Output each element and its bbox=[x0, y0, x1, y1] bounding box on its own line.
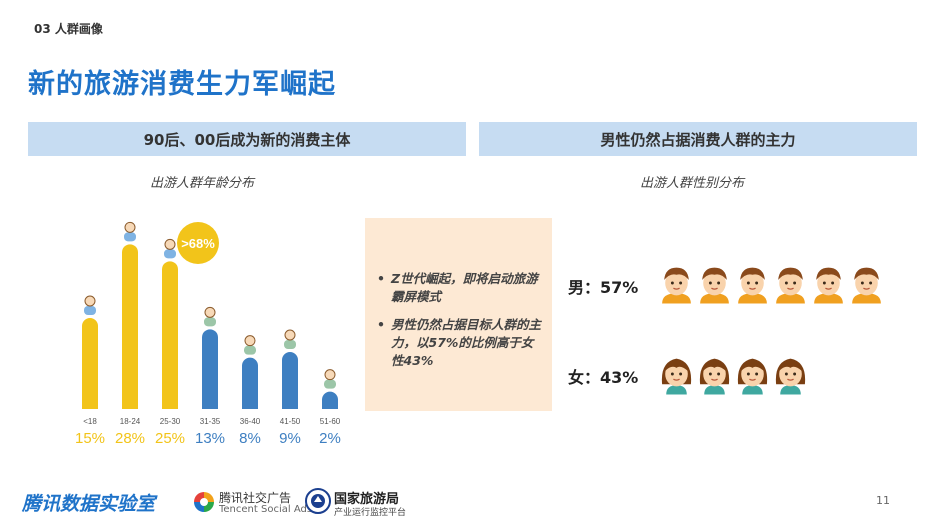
age-tick-label: 18-24 bbox=[120, 417, 141, 426]
callout-point-2: • 男性仍然占据目标人群的主力，以57%的比例高于女性43% bbox=[377, 316, 542, 370]
person-head-icon bbox=[324, 369, 336, 381]
age-tick-label: 51-60 bbox=[320, 417, 341, 426]
cnta-logo-icon bbox=[305, 488, 331, 514]
person-head-icon bbox=[164, 238, 176, 250]
age-bar bbox=[202, 329, 218, 409]
age-bar bbox=[282, 352, 298, 409]
age-tick-label: 25-30 bbox=[160, 417, 181, 426]
male-share-label: 男：57% bbox=[568, 278, 639, 297]
person-body-icon bbox=[164, 249, 176, 259]
age-value-label: 28% bbox=[115, 430, 145, 445]
age-value-label: 8% bbox=[239, 430, 261, 445]
male-person-icon bbox=[700, 267, 729, 304]
female-person-icon bbox=[737, 358, 768, 395]
male-person-icon bbox=[852, 267, 881, 304]
age-value-label: 25% bbox=[155, 430, 185, 445]
age-bar-base bbox=[322, 401, 338, 409]
male-person-icon bbox=[662, 267, 691, 304]
age-tick-label: <18 bbox=[83, 417, 97, 426]
female-person-icon bbox=[661, 358, 692, 395]
person-head-icon bbox=[244, 335, 256, 347]
male-person-icon bbox=[738, 267, 767, 304]
tencent-social-ads-name: 腾讯社交广告 bbox=[219, 491, 292, 505]
age-bar-base bbox=[122, 401, 138, 409]
age-bar-base bbox=[82, 401, 98, 409]
person-body-icon bbox=[204, 317, 216, 327]
age-bar bbox=[122, 244, 138, 409]
age-value-label: 2% bbox=[319, 430, 341, 445]
share-badge bbox=[177, 222, 219, 264]
age-tick-label: 36-40 bbox=[240, 417, 261, 426]
person-head-icon bbox=[204, 306, 216, 318]
age-bar bbox=[82, 318, 98, 409]
age-value-label: 13% bbox=[195, 430, 225, 445]
callout-text-2: 男性仍然占据目标人群的主力，以57%的比例高于女性43% bbox=[391, 317, 542, 368]
person-body-icon bbox=[84, 306, 96, 315]
callout-box: • Z世代崛起，即将启动旅游霸屏模式 • 男性仍然占据目标人群的主力，以57%的… bbox=[365, 218, 552, 411]
age-bar-base bbox=[162, 401, 178, 409]
age-bar-base bbox=[242, 401, 258, 409]
age-value-label: 15% bbox=[75, 430, 105, 445]
cnta-name: 国家旅游局 bbox=[334, 492, 400, 507]
share-badge-label: >68% bbox=[181, 236, 215, 251]
person-body-icon bbox=[244, 345, 256, 355]
female-person-icon bbox=[775, 358, 806, 395]
person-head-icon bbox=[124, 221, 136, 233]
age-tick-label: 31-35 bbox=[200, 417, 221, 426]
page-number: 11 bbox=[876, 494, 890, 507]
female-share-label: 女：43% bbox=[568, 368, 639, 387]
age-value-label: 9% bbox=[279, 430, 301, 445]
age-bar-chart: <18 15% 18-24 28% 25-30 25% 31-35 13% 36-40 8% 41-… bbox=[75, 221, 341, 445]
gender-chart-caption: 出游人群性别分布 bbox=[640, 176, 745, 191]
female-person-icon bbox=[699, 358, 730, 395]
age-bar-base bbox=[282, 401, 298, 409]
age-bar bbox=[242, 357, 258, 409]
person-body-icon bbox=[324, 379, 336, 389]
person-head-icon bbox=[84, 295, 96, 307]
bullet-icon: • bbox=[377, 271, 385, 286]
tencent-social-ads-logo-icon bbox=[194, 492, 214, 512]
callout-point-1: • Z世代崛起，即将启动旅游霸屏模式 bbox=[377, 270, 542, 306]
tencent-social-ads-english: Tencent Social Ads bbox=[219, 504, 313, 515]
person-body-icon bbox=[284, 340, 296, 349]
bullet-icon: • bbox=[377, 317, 385, 332]
tencent-data-lab-logo: 腾讯数据实验室 bbox=[22, 493, 156, 515]
age-bar bbox=[162, 261, 178, 409]
age-tick-label: 41-50 bbox=[280, 417, 301, 426]
left-panel-header: 90后、00后成为新的消费主体 bbox=[28, 122, 466, 156]
cnta-subtitle: 产业运行监控平台 bbox=[334, 508, 407, 518]
female-icons-row bbox=[658, 353, 809, 395]
male-person-icon bbox=[776, 267, 805, 304]
section-tag: 03 人群画像 bbox=[34, 22, 103, 36]
male-icons-row bbox=[658, 262, 885, 304]
male-person-icon bbox=[814, 267, 843, 304]
age-bar-base bbox=[202, 401, 218, 409]
right-panel-header: 男性仍然占据消费人群的主力 bbox=[479, 122, 917, 156]
page-title: 新的旅游消费生力军崛起 bbox=[28, 69, 336, 100]
person-head-icon bbox=[284, 329, 296, 341]
age-chart-caption: 出游人群年龄分布 bbox=[150, 176, 255, 191]
callout-text-1: Z世代崛起，即将启动旅游霸屏模式 bbox=[391, 271, 538, 304]
person-body-icon bbox=[124, 232, 136, 242]
